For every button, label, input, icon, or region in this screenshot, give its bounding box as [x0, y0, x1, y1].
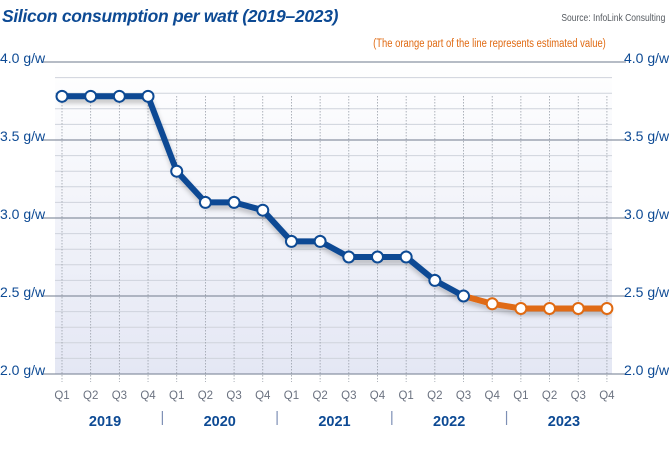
data-point-actual	[112, 89, 126, 103]
x-tick-label-quarter: Q3	[571, 390, 586, 402]
y-tick-label-left: 4.0 g/w	[0, 50, 46, 66]
source-label: Source: InfoLink Consulting	[561, 13, 665, 24]
x-tick-label-quarter: Q1	[169, 390, 184, 402]
x-tick-label-quarter: Q4	[599, 390, 615, 402]
x-tick-label-quarter: Q3	[112, 390, 127, 402]
data-point-estimated	[543, 301, 557, 315]
data-point-estimated	[485, 297, 499, 311]
y-tick-label-left: 3.0 g/w	[0, 206, 46, 222]
y-tick-label-left: 2.0 g/w	[0, 362, 46, 378]
x-tick-label-quarter: Q3	[226, 390, 241, 402]
x-tick-label-quarter: Q2	[312, 390, 327, 402]
data-point-actual	[313, 234, 327, 248]
data-point-estimated	[571, 301, 585, 315]
y-tick-label-right: 3.5 g/w	[624, 128, 669, 144]
x-tick-label-quarter: Q1	[513, 390, 528, 402]
y-tick-label-left: 2.5 g/w	[0, 284, 46, 300]
y-tick-label-right: 3.0 g/w	[624, 206, 669, 222]
data-point-actual	[399, 250, 413, 264]
data-point-actual	[457, 289, 471, 303]
y-tick-label-right: 4.0 g/w	[624, 50, 669, 66]
data-point-actual	[256, 203, 270, 217]
x-tick-label-quarter: Q3	[456, 390, 471, 402]
x-tick-label-quarter: Q1	[284, 390, 299, 402]
x-tick-label-quarter: Q1	[54, 390, 69, 402]
x-tick-label-year: 2019	[89, 414, 121, 430]
x-tick-label-year: 2022	[433, 414, 465, 430]
data-point-actual	[428, 273, 442, 287]
x-tick-label-quarter: Q1	[398, 390, 413, 402]
y-tick-label-left: 3.5 g/w	[0, 128, 46, 144]
x-tick-label-quarter: Q4	[140, 390, 156, 402]
estimate-note: (The orange part of the line represents …	[373, 38, 606, 50]
data-point-actual	[141, 89, 155, 103]
data-point-estimated	[514, 301, 528, 315]
x-tick-label-quarter: Q3	[341, 390, 356, 402]
data-point-actual	[227, 195, 241, 209]
x-tick-label-quarter: Q4	[485, 390, 501, 402]
data-point-actual	[342, 250, 356, 264]
data-point-actual	[55, 89, 69, 103]
x-tick-label-year: 2023	[548, 414, 580, 430]
y-tick-label-right: 2.5 g/w	[624, 284, 669, 300]
data-point-estimated	[600, 301, 614, 315]
x-tick-label-quarter: Q2	[427, 390, 442, 402]
x-tick-label-quarter: Q2	[542, 390, 557, 402]
data-point-actual	[370, 250, 384, 264]
x-tick-label-quarter: Q4	[255, 390, 271, 402]
x-tick-label-quarter: Q2	[198, 390, 213, 402]
x-tick-label-quarter: Q4	[370, 390, 386, 402]
data-point-actual	[170, 164, 184, 178]
chart-title: Silicon consumption per watt (2019–2023)	[2, 6, 339, 26]
x-tick-label-year: 2021	[318, 414, 350, 430]
x-tick-label-year: 2020	[204, 414, 236, 430]
data-point-actual	[84, 89, 98, 103]
data-point-actual	[198, 195, 212, 209]
y-tick-label-right: 2.0 g/w	[624, 362, 669, 378]
x-tick-label-quarter: Q2	[83, 390, 98, 402]
data-point-actual	[284, 234, 298, 248]
